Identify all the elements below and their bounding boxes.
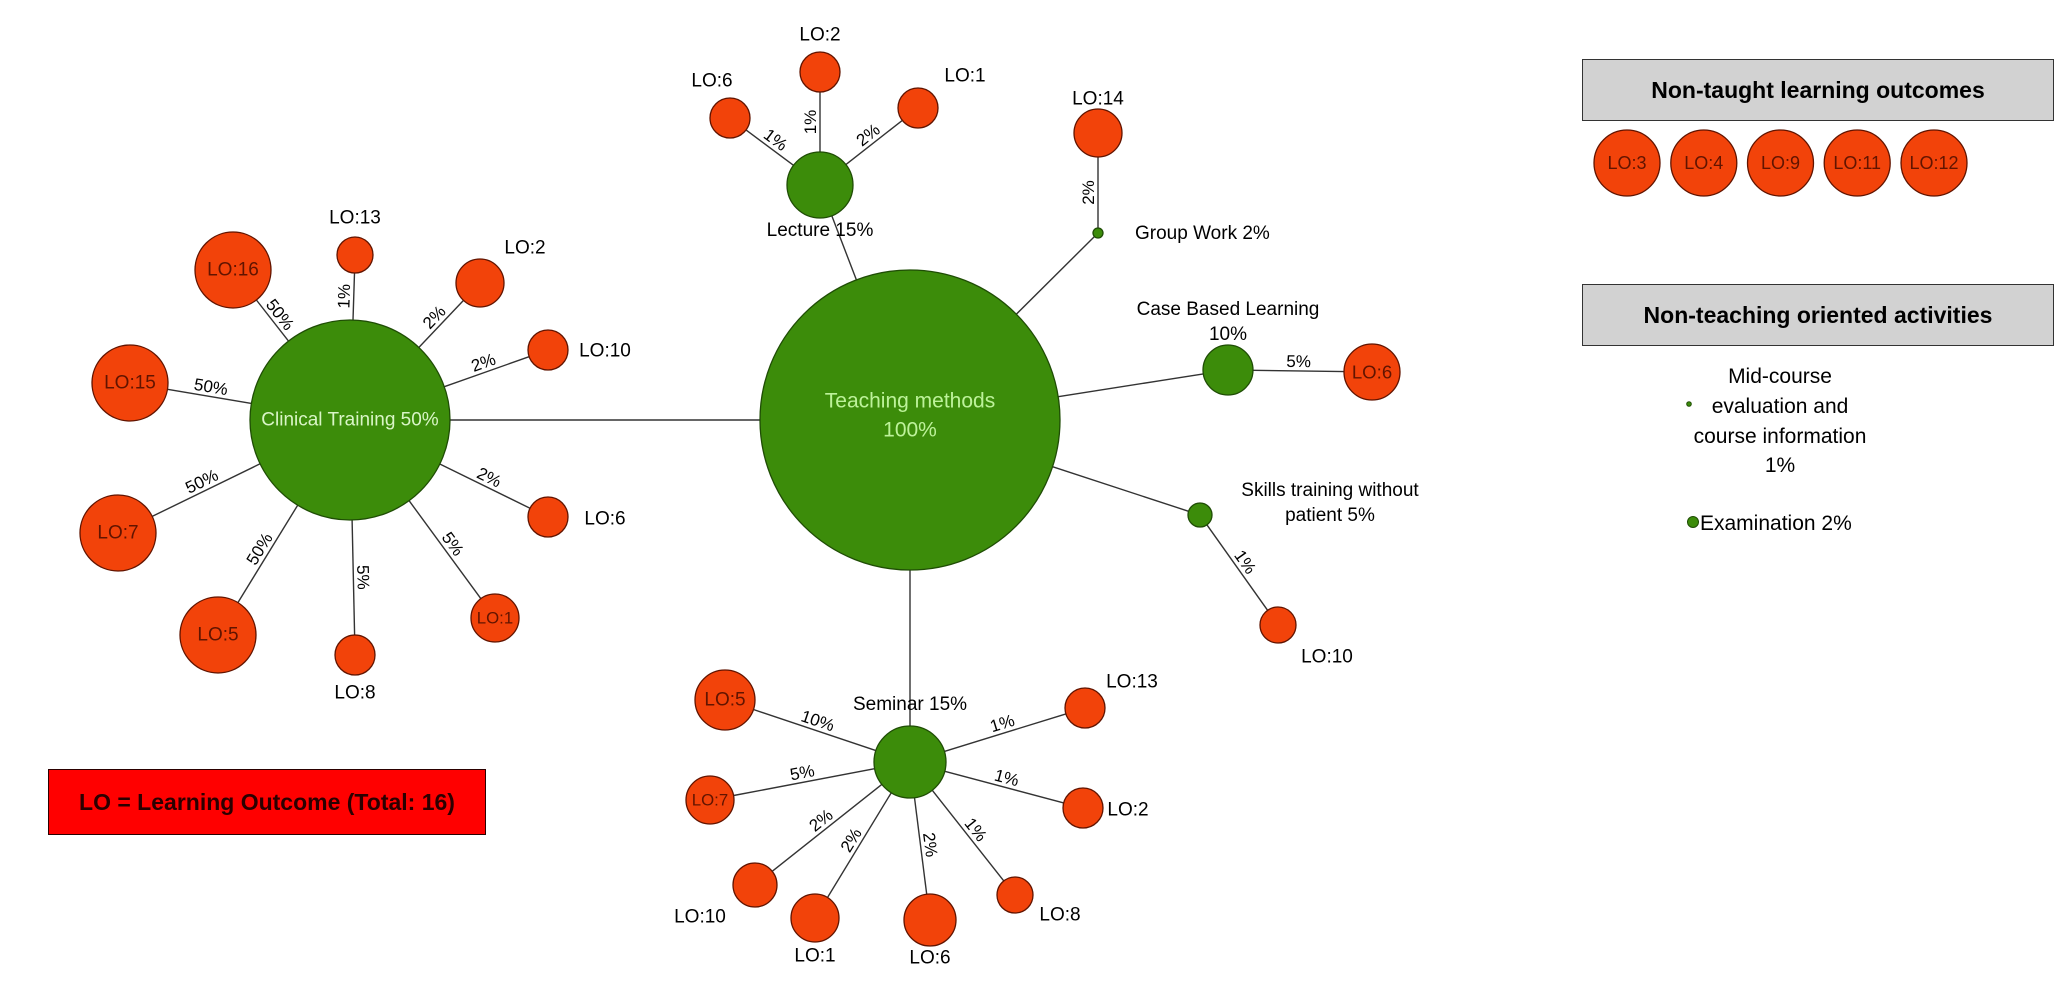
svg-text:LO:9: LO:9 [1761,153,1800,173]
svg-text:LO:3: LO:3 [1607,153,1646,173]
svg-text:LO:4: LO:4 [1684,153,1723,173]
svg-text:LO:11: LO:11 [1833,153,1881,173]
svg-text:LO:12: LO:12 [1909,153,1958,173]
